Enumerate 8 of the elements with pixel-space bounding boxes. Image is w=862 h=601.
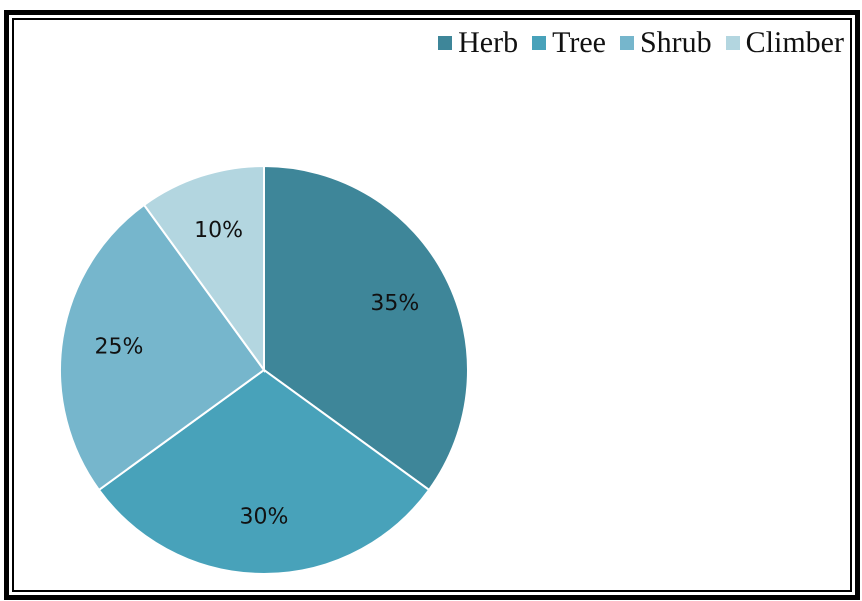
legend-label: Herb xyxy=(458,26,518,60)
data-label: 30% xyxy=(240,504,288,530)
legend-label: Tree xyxy=(552,26,606,60)
legend-label: Climber xyxy=(746,26,844,60)
data-label: 10% xyxy=(194,218,244,243)
data-label: 25% xyxy=(94,334,144,360)
legend-label: Shrub xyxy=(640,26,712,60)
data-label: 35% xyxy=(370,290,420,316)
